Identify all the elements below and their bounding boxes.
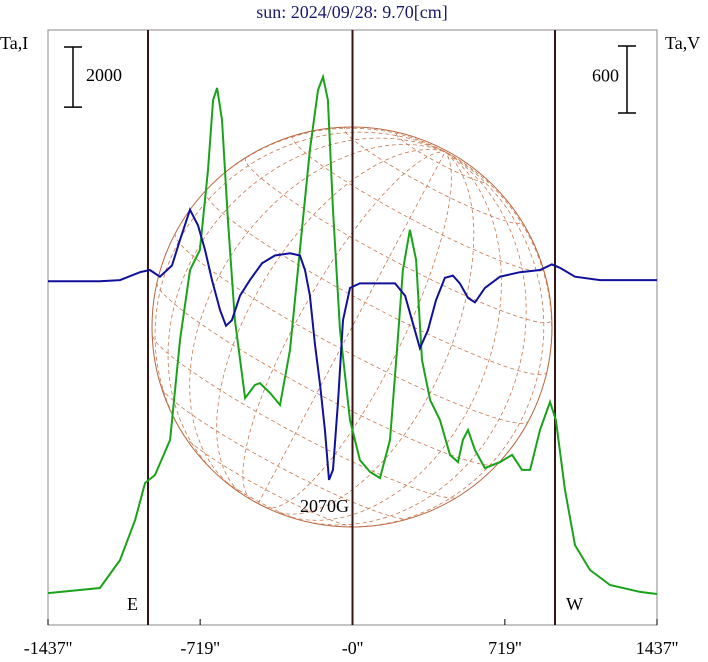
x-tick-label: -719'' (180, 638, 219, 658)
scale-label: 600 (592, 66, 619, 86)
chart-title: sun: 2024/09/28: 9.70[cm] (256, 2, 448, 22)
disk-grid (272, 151, 475, 515)
east-label: E (127, 594, 138, 614)
disk-grid (189, 144, 446, 489)
x-tick-label: 1437'' (636, 638, 679, 658)
series-line (48, 207, 657, 481)
disk-grid (300, 151, 527, 526)
disk-grid (242, 151, 446, 500)
y-axis-label: Ta,I (0, 33, 28, 53)
disk-grid (204, 190, 548, 376)
annotation: 2070G (300, 496, 349, 516)
disk-grid (345, 151, 545, 528)
y2-axis-label: Ta,V (665, 33, 700, 53)
disk-grid (265, 151, 452, 509)
disk-grid (395, 132, 489, 183)
disk-grid (161, 387, 409, 520)
solar-disk (151, 126, 553, 528)
disk-grid (284, 151, 502, 521)
disk-grid (156, 282, 498, 466)
x-tick-label: 719'' (488, 638, 522, 658)
disk-grid (220, 477, 301, 521)
disk-grid (343, 126, 522, 224)
disk-grid (244, 156, 553, 324)
disk-grid (167, 137, 446, 479)
disk-grid (151, 335, 457, 499)
west-label: W (566, 594, 583, 614)
series-line (47, 73, 658, 595)
scale-label: 2000 (86, 65, 122, 85)
x-tick-label: -0'' (342, 638, 363, 658)
disk-grid (257, 151, 446, 504)
disk-grid (292, 135, 544, 272)
disk-grid (216, 149, 446, 497)
x-tick-label: -1437'' (24, 638, 72, 658)
